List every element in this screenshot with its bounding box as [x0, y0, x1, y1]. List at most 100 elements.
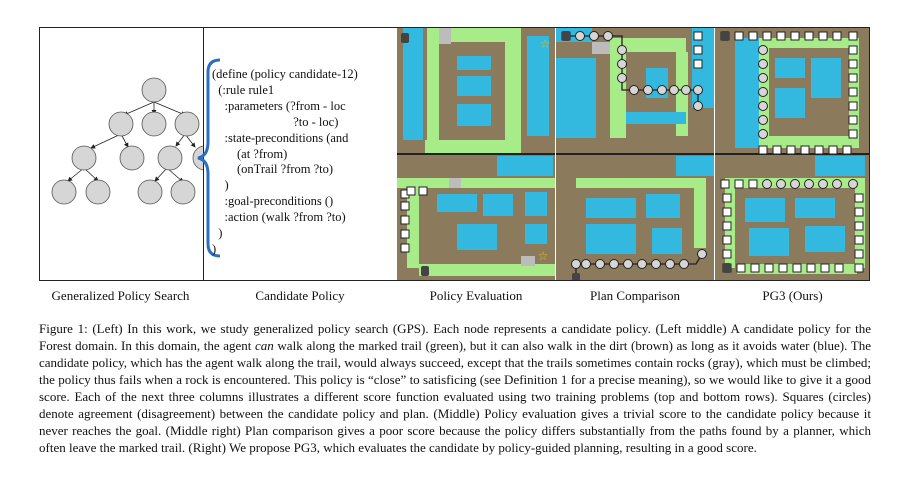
tree-node-root	[141, 77, 167, 103]
agreement-square	[814, 145, 824, 155]
agreement-square	[406, 186, 416, 196]
disagreement-circle	[758, 59, 768, 69]
agreement-square	[400, 243, 410, 253]
tree-node	[85, 179, 111, 205]
tree-node	[108, 111, 134, 137]
agreement-square	[792, 263, 802, 273]
tree-node	[174, 111, 200, 137]
disagreement-circle	[617, 59, 627, 69]
figure-caption: Figure 1: (Left) In this work, we study …	[39, 320, 871, 456]
agreement-square	[772, 145, 782, 155]
agreement-square	[848, 45, 858, 55]
agreement-square	[722, 221, 732, 231]
disagreement-circle	[762, 179, 772, 189]
agreement-square	[400, 229, 410, 239]
agreement-square	[842, 145, 852, 155]
disagreement-circle	[681, 85, 691, 95]
disagreement-circle	[790, 179, 800, 189]
agreement-square	[693, 31, 703, 41]
agreement-square	[800, 145, 810, 155]
agreement-square	[854, 221, 864, 231]
candidate-policy-panel: (define (policy candidate-12) (:rule rul…	[197, 28, 396, 280]
grid-world-map	[556, 28, 714, 280]
grid-world-map	[715, 28, 869, 280]
tree-node	[137, 179, 163, 205]
disagreement-circle	[603, 31, 613, 41]
disagreement-circle	[758, 87, 768, 97]
disagreement-circle	[575, 31, 585, 41]
disagreement-circle	[693, 101, 703, 111]
disagreement-circle	[818, 179, 828, 189]
agent-icon	[721, 31, 729, 41]
disagreement-circle	[776, 179, 786, 189]
agreement-square	[693, 59, 703, 69]
disagreement-circle	[804, 179, 814, 189]
agreement-square	[848, 101, 858, 111]
agreement-square	[400, 215, 410, 225]
agent-icon	[401, 33, 409, 43]
agreement-square	[848, 87, 858, 97]
caption-emphasis: can	[255, 338, 274, 353]
disagreement-circle	[679, 259, 689, 269]
label-policy-evaluation: Policy Evaluation	[429, 288, 523, 303]
disagreement-circle	[758, 45, 768, 55]
disagreement-circle	[758, 129, 768, 139]
tree-node	[119, 145, 145, 171]
disagreement-circle	[617, 73, 627, 83]
brace-icon	[197, 58, 221, 258]
disagreement-circle	[758, 115, 768, 125]
agreement-square	[722, 249, 732, 259]
agreement-square	[693, 45, 703, 55]
agent-icon	[421, 266, 429, 276]
agreement-square	[848, 31, 858, 41]
disagreement-circle	[657, 85, 667, 95]
agreement-square	[804, 31, 814, 41]
tree-node	[157, 145, 183, 171]
tree-node-candidate	[170, 179, 196, 205]
agreement-square	[720, 179, 730, 189]
disagreement-circle	[571, 259, 581, 269]
disagreement-circle	[581, 259, 591, 269]
disagreement-circle	[651, 259, 661, 269]
agreement-square	[722, 235, 732, 245]
agreement-square	[832, 31, 842, 41]
agreement-square	[748, 31, 758, 41]
agreement-square	[806, 263, 816, 273]
disagreement-circle	[848, 179, 858, 189]
goal-star-icon: ☆	[538, 249, 549, 263]
label-pg3: PG3 (Ours)	[762, 288, 823, 303]
agent-icon	[562, 31, 570, 41]
disagreement-circle	[669, 85, 679, 95]
label-gps: Generalized Policy Search	[51, 288, 190, 303]
agreement-square	[762, 31, 772, 41]
agreement-square	[776, 31, 786, 41]
agreement-square	[778, 263, 788, 273]
plan-comparison-panel	[556, 28, 714, 280]
agreement-square	[828, 145, 838, 155]
disagreement-circle	[832, 179, 842, 189]
agreement-square	[854, 207, 864, 217]
tree-node	[51, 179, 77, 205]
agreement-square	[854, 263, 864, 273]
agreement-square	[748, 179, 758, 189]
agent-icon	[723, 263, 731, 273]
disagreement-circle	[617, 45, 627, 55]
policy-search-tree	[40, 28, 204, 280]
policy-code: (define (policy candidate-12) (:rule rul…	[212, 67, 358, 256]
disagreement-circle	[629, 85, 639, 95]
agreement-square	[834, 263, 844, 273]
search-tree-diagram	[51, 77, 203, 205]
disagreement-circle	[697, 249, 707, 259]
disagreement-circle	[758, 101, 768, 111]
disagreement-circle	[609, 259, 619, 269]
disagreement-circle	[637, 259, 647, 269]
agreement-square	[764, 263, 774, 273]
agent-icon	[572, 273, 580, 280]
tree-node	[71, 145, 97, 171]
caption-part-2: walk along the marked trail (green), but…	[39, 338, 871, 455]
grid-world-map: ☆☆	[397, 28, 555, 280]
disagreement-circle	[693, 85, 703, 95]
agreement-square	[734, 31, 744, 41]
figure-frame: (define (policy candidate-12) (:rule rul…	[39, 27, 870, 281]
agreement-square	[848, 73, 858, 83]
